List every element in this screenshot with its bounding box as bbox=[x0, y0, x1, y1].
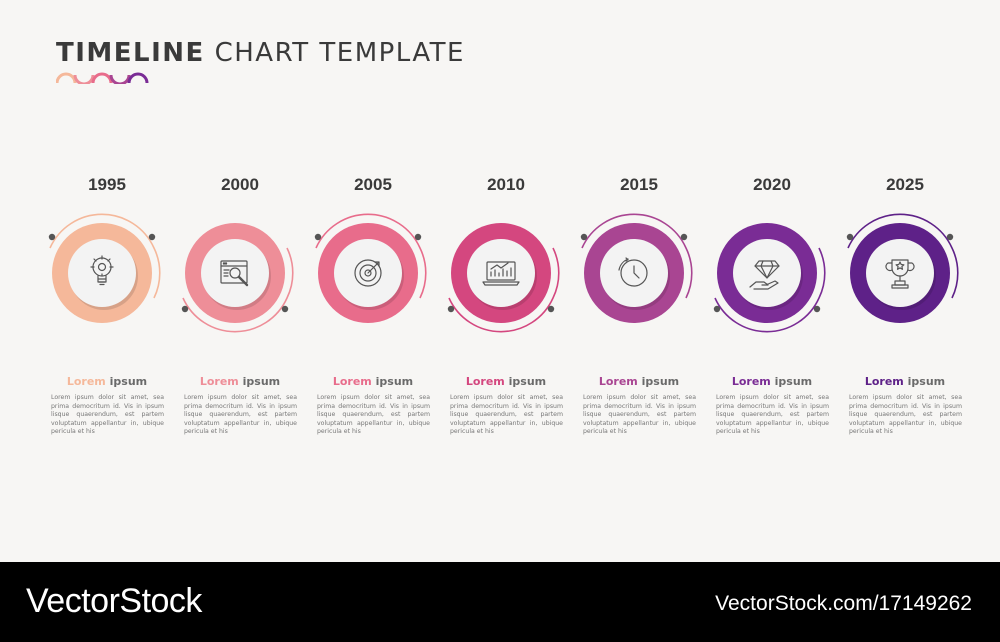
item-heading-accent: Lorem bbox=[731, 375, 771, 388]
item-heading-rest: ipsum bbox=[242, 375, 281, 388]
year-label: 2020 bbox=[753, 175, 791, 194]
title-rest: CHART TEMPLATE bbox=[214, 38, 465, 68]
orbit-arc bbox=[581, 213, 693, 299]
clock-icon bbox=[618, 257, 648, 287]
timeline-node bbox=[580, 213, 693, 323]
inner-disc bbox=[467, 239, 535, 307]
item-heading: Lorem ipsum bbox=[306, 375, 440, 388]
connector-dot bbox=[181, 305, 189, 313]
timeline-item-1995: 1995 Lorem ipsum Lorem ipsum dolor sit ame… bbox=[40, 0, 174, 560]
orbit-arc bbox=[49, 213, 161, 299]
connector-dot bbox=[414, 233, 422, 241]
item-description: Lorem ipsum dolor sit amet, sea prima de… bbox=[51, 394, 164, 436]
item-heading: Lorem ipsum bbox=[705, 375, 839, 388]
timeline-item-2000: 2000 Lorem ipsum Lorem ipsum dolor sit ame… bbox=[173, 0, 307, 560]
connector-dot bbox=[148, 233, 156, 241]
orbit-arc bbox=[714, 247, 826, 333]
item-heading-rest: ipsum bbox=[508, 375, 547, 388]
item-description: Lorem ipsum dolor sit amet, sea prima de… bbox=[716, 394, 829, 436]
item-description: Lorem ipsum dolor sit amet, sea prima de… bbox=[184, 394, 297, 436]
item-description: Lorem ipsum dolor sit amet, sea prima de… bbox=[583, 394, 696, 436]
timeline-node bbox=[713, 223, 826, 333]
item-heading-accent: Lorem bbox=[598, 375, 638, 388]
item-heading-accent: Lorem bbox=[199, 375, 239, 388]
orbit-arc bbox=[315, 213, 427, 299]
inner-disc bbox=[201, 239, 269, 307]
connector-dot bbox=[846, 233, 854, 241]
year-label: 1995 bbox=[88, 175, 126, 194]
item-heading-rest: ipsum bbox=[641, 375, 680, 388]
lightbulb-gear-icon bbox=[90, 255, 114, 286]
timeline-node bbox=[181, 223, 294, 333]
item-heading: Lorem ipsum bbox=[173, 375, 307, 388]
item-heading-rest: ipsum bbox=[774, 375, 813, 388]
item-heading: Lorem ipsum bbox=[40, 375, 174, 388]
timeline-item-2010: 2010 Lorem ipsum Lorem ipsum dolor sit ame… bbox=[439, 0, 573, 560]
item-heading-accent: Lorem bbox=[864, 375, 904, 388]
laptop-chart-icon bbox=[482, 261, 520, 286]
orbit-arc bbox=[182, 247, 294, 333]
orbit-arc bbox=[448, 247, 560, 333]
timeline-item-2025: 2025 Lorem ipsum Lorem ipsum dolor sit ame… bbox=[838, 0, 972, 560]
item-heading: Lorem ipsum bbox=[439, 375, 573, 388]
timeline-item-2015: 2015 Lorem ipsum Lorem ipsum dolor sit ame… bbox=[572, 0, 706, 560]
timeline-node bbox=[846, 213, 959, 323]
connector-dot bbox=[813, 305, 821, 313]
connector-dot bbox=[447, 305, 455, 313]
connector-dot bbox=[48, 233, 56, 241]
connector-dot bbox=[713, 305, 721, 313]
timeline-node bbox=[48, 213, 161, 323]
timeline-item-2005: 2005 Lorem ipsum Lorem ipsum dolor sit ame… bbox=[306, 0, 440, 560]
connector-dot bbox=[580, 233, 588, 241]
color-wave-decoration bbox=[56, 72, 149, 84]
inner-disc bbox=[866, 239, 934, 307]
year-label: 2010 bbox=[487, 175, 525, 194]
item-description: Lorem ipsum dolor sit amet, sea prima de… bbox=[849, 394, 962, 436]
footer-brand: VectorStock bbox=[26, 582, 202, 620]
timeline-node bbox=[314, 213, 427, 323]
footer: VectorStock VectorStock.com/17149262 bbox=[0, 562, 1000, 642]
connector-dot bbox=[314, 233, 322, 241]
item-heading: Lorem ipsum bbox=[572, 375, 706, 388]
timeline-node bbox=[447, 223, 560, 333]
item-description: Lorem ipsum dolor sit amet, sea prima de… bbox=[450, 394, 563, 436]
connector-dot bbox=[281, 305, 289, 313]
item-heading-rest: ipsum bbox=[375, 375, 414, 388]
item-heading-accent: Lorem bbox=[332, 375, 372, 388]
timeline-item-2020: 2020 Lorem ipsum Lorem ipsum dolor sit ame… bbox=[705, 0, 839, 560]
connector-dot bbox=[946, 233, 954, 241]
year-label: 2015 bbox=[620, 175, 658, 194]
year-label: 2025 bbox=[886, 175, 924, 194]
item-heading-rest: ipsum bbox=[907, 375, 946, 388]
year-label: 2000 bbox=[221, 175, 259, 194]
trophy-icon bbox=[885, 259, 915, 289]
page-title: TIMELINE CHART TEMPLATE bbox=[56, 38, 465, 68]
title-bold: TIMELINE bbox=[56, 38, 205, 68]
connector-dot bbox=[547, 305, 555, 313]
item-heading-accent: Lorem bbox=[66, 375, 106, 388]
target-icon bbox=[354, 259, 382, 287]
browser-search-icon bbox=[220, 260, 249, 287]
item-heading: Lorem ipsum bbox=[838, 375, 972, 388]
connector-dot bbox=[680, 233, 688, 241]
diamond-hand-icon bbox=[749, 260, 780, 290]
footer-url: VectorStock.com/17149262 bbox=[715, 592, 972, 615]
inner-disc bbox=[68, 239, 136, 307]
item-heading-rest: ipsum bbox=[109, 375, 148, 388]
inner-disc bbox=[733, 239, 801, 307]
orbit-arc bbox=[847, 213, 959, 299]
item-heading-accent: Lorem bbox=[465, 375, 505, 388]
item-description: Lorem ipsum dolor sit amet, sea prima de… bbox=[317, 394, 430, 436]
year-label: 2005 bbox=[354, 175, 392, 194]
